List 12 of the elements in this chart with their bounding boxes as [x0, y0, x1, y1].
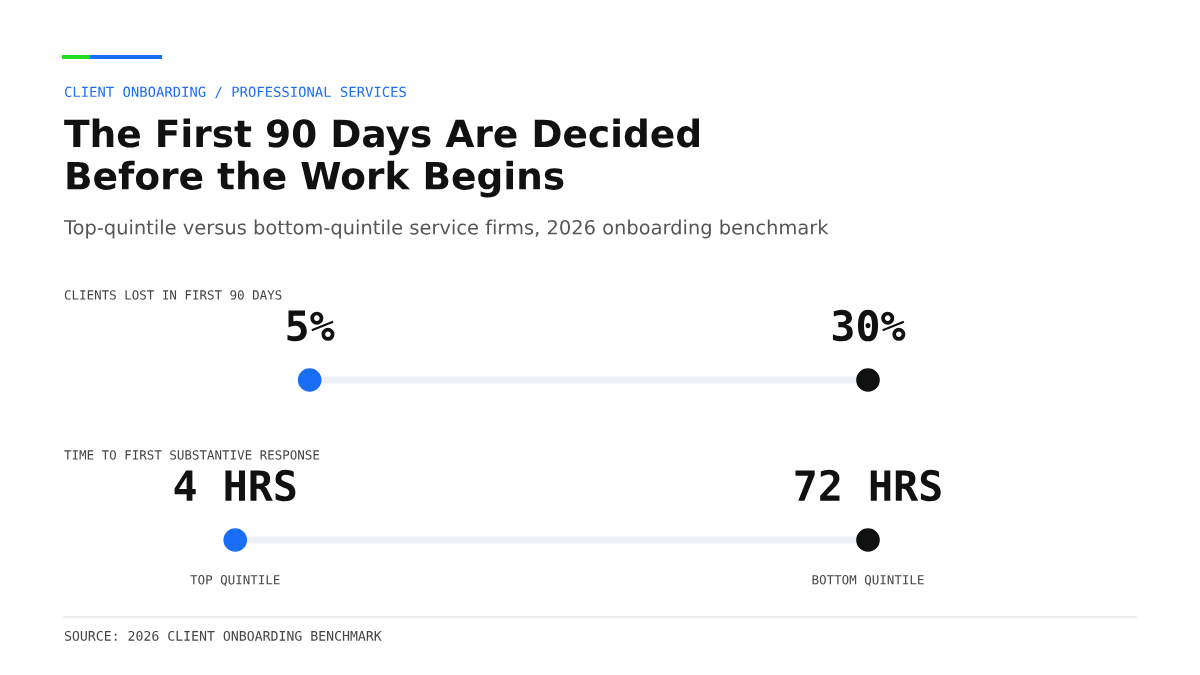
data-label: 30%: [832, 309, 906, 342]
category-label: TOP QUINTILE: [190, 575, 280, 586]
data-label: 5%: [287, 310, 335, 342]
data-label: 4 HRS: [174, 469, 296, 502]
text: CLIENT ONBOARDING / PROFESSIONAL SERVICES: [64, 86, 406, 99]
text: Top-quintile versus bottom-quintile service firms, 2026 onboarding benchmark: [63, 219, 829, 239]
text: CLIENTS LOST IN FIRST 90 DAYS: [64, 290, 282, 300]
text: TIME TO FIRST SUBSTANTIVE RESPONSE: [64, 450, 320, 460]
data-label: 72 HRS: [795, 469, 941, 502]
category-label: BOTTOM QUINTILE: [812, 575, 924, 586]
source-note: SOURCE: 2026 CLIENT ONBOARDING BENCHMARK: [64, 630, 382, 641]
text: The First 90 Days Are Decided Before the Work Begins: [64, 118, 699, 198]
